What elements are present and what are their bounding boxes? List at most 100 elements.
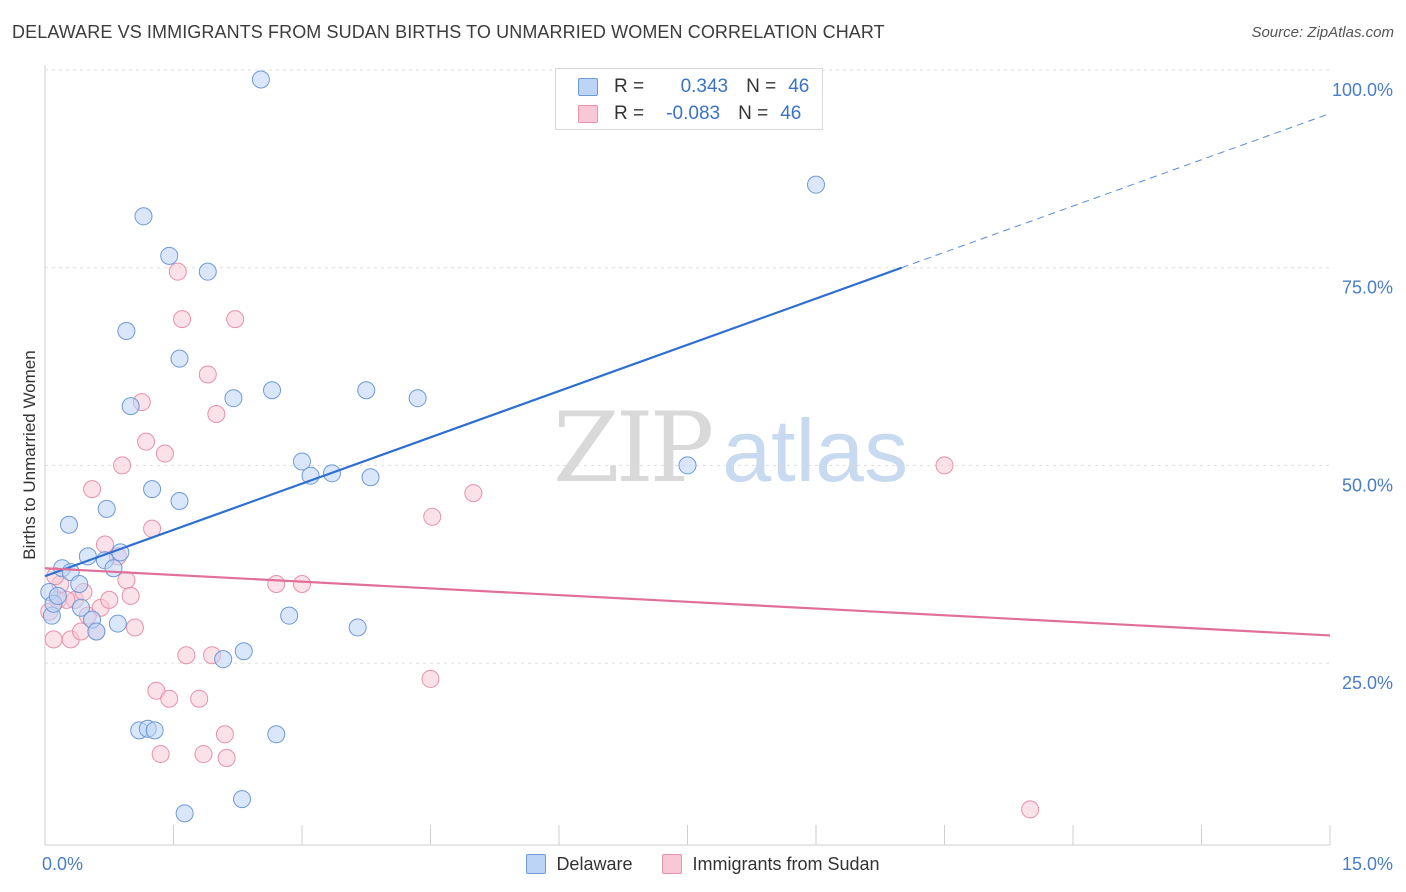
delaware-point xyxy=(160,246,179,265)
stats-row-delaware: R = 0.343 N = 46 xyxy=(578,74,809,100)
tick-labels: 25.0% 50.0% 75.0% 100.0% 0.0% 15.0% xyxy=(42,80,1393,874)
sudan-point xyxy=(198,365,217,384)
delaware-point xyxy=(121,397,140,416)
sudan-point xyxy=(190,689,209,708)
sudan-point xyxy=(423,507,442,526)
delaware-point xyxy=(251,70,270,89)
stats-row-sudan: R = -0.083 N = 46 xyxy=(578,101,801,127)
sudan-point xyxy=(173,310,192,329)
n-label: N = xyxy=(738,103,769,124)
sudan-point xyxy=(44,630,63,649)
sudan-point xyxy=(100,590,119,609)
y-tick-label: 75.0% xyxy=(1342,278,1393,298)
delaware-point xyxy=(361,468,380,487)
sudan-point xyxy=(137,432,156,451)
delaware-point xyxy=(198,262,217,281)
grid-layer xyxy=(45,69,1330,664)
sudan-point xyxy=(160,689,179,708)
r-label: R = xyxy=(614,76,645,97)
delaware-point xyxy=(267,725,286,744)
sudan-swatch xyxy=(662,854,683,874)
sudan-point xyxy=(121,586,140,605)
delaware-point xyxy=(87,622,106,641)
delaware-point xyxy=(48,586,67,605)
sudan-point xyxy=(117,571,136,590)
r-label: R = xyxy=(614,103,645,124)
sudan-swatch xyxy=(578,105,598,123)
sudan-point xyxy=(215,725,234,744)
delaware-point xyxy=(807,175,825,194)
sudan-point xyxy=(194,745,213,764)
stats-box: R = 0.343 N = 46 R = -0.083 N = 46 xyxy=(555,68,823,130)
r-value: 0.343 xyxy=(680,76,729,97)
sudan-point xyxy=(464,484,483,503)
y-tick-label: 25.0% xyxy=(1342,673,1393,693)
delaware-point xyxy=(678,456,697,475)
legend: Delaware Immigrants from Sudan xyxy=(0,850,1406,878)
legend-label: Immigrants from Sudan xyxy=(692,853,880,874)
sudan-point xyxy=(155,444,174,463)
axis-layer xyxy=(44,65,1331,846)
legend-item-delaware[interactable]: Delaware xyxy=(526,854,632,875)
sudan-point xyxy=(207,405,226,424)
delaware-point xyxy=(97,499,116,518)
delaware-point xyxy=(233,790,252,809)
source-credit: Source: ZipAtlas.com xyxy=(1251,24,1394,41)
sudan-point xyxy=(293,575,311,594)
r-value: -0.083 xyxy=(666,103,721,124)
sudan-point xyxy=(421,669,440,688)
sudan-point xyxy=(113,456,132,475)
sudan-point xyxy=(217,749,236,768)
watermark-zip: ZIP xyxy=(553,392,714,504)
sudan-point xyxy=(226,310,245,329)
n-label: N = xyxy=(746,76,777,97)
delaware-point xyxy=(408,389,427,408)
sudan-trendline xyxy=(44,567,1331,637)
legend-item-sudan[interactable]: Immigrants from Sudan xyxy=(662,853,880,875)
delaware-point xyxy=(170,491,189,510)
delaware-trendline xyxy=(44,266,903,578)
delaware-point xyxy=(175,804,194,823)
delaware-point xyxy=(214,650,233,669)
chart-title: DELAWARE VS IMMIGRANTS FROM SUDAN BIRTHS… xyxy=(12,22,885,42)
delaware-trendline-extension xyxy=(901,113,1331,269)
sudan-point xyxy=(935,456,954,475)
x-tick-label: 15.0% xyxy=(1342,854,1393,874)
sudan-point xyxy=(95,535,114,554)
sudan-point xyxy=(168,262,187,281)
delaware-point xyxy=(108,614,127,633)
delaware-point xyxy=(357,381,376,400)
sudan-point xyxy=(267,575,286,594)
delaware-point xyxy=(71,598,90,617)
delaware-point xyxy=(117,321,136,340)
watermark-atlas: atlas xyxy=(722,401,909,500)
delaware-point xyxy=(224,389,243,408)
delaware-point xyxy=(78,547,97,566)
trendlines xyxy=(44,113,1331,637)
y-tick-label: 50.0% xyxy=(1342,475,1393,495)
sudan-point xyxy=(151,745,170,764)
delaware-swatch xyxy=(578,78,598,96)
delaware-point xyxy=(293,452,311,471)
y-axis-label: Births to Unmarried Women xyxy=(20,350,39,560)
x-tick-label: 0.0% xyxy=(42,854,83,874)
sudan-points xyxy=(40,262,1040,819)
delaware-points xyxy=(40,70,825,823)
delaware-point xyxy=(143,480,162,499)
sudan-point xyxy=(125,618,144,637)
delaware-point xyxy=(234,642,253,661)
sudan-point xyxy=(177,646,196,665)
n-value: 46 xyxy=(788,76,810,97)
delaware-point xyxy=(170,349,189,368)
delaware-point xyxy=(145,721,164,740)
sudan-point xyxy=(147,681,166,700)
n-value: 46 xyxy=(780,103,802,124)
watermark: ZIP atlas xyxy=(553,400,908,497)
delaware-point xyxy=(70,575,89,594)
legend-label: Delaware xyxy=(556,853,633,874)
y-tick-label: 100.0% xyxy=(1332,80,1393,100)
delaware-point xyxy=(59,515,78,534)
sudan-point xyxy=(83,480,102,499)
delaware-point xyxy=(134,207,153,226)
